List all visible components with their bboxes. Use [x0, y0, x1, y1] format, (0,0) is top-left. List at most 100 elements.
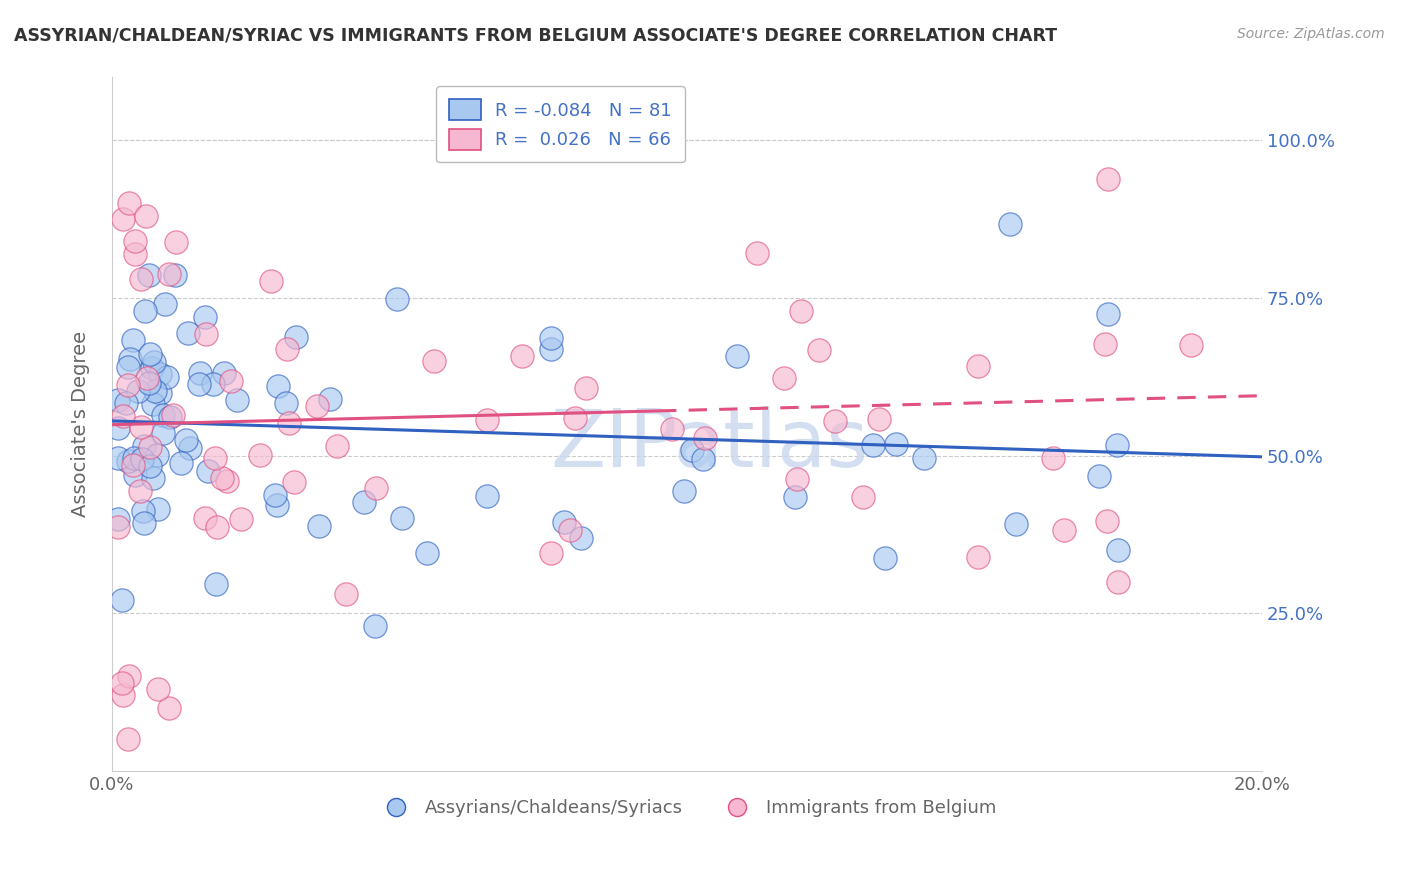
Point: [326, 439, 349, 453]
Point: [967, 359, 990, 373]
Point: [131, 452, 153, 467]
Point: [139, 458, 162, 473]
Point: [335, 587, 357, 601]
Point: [364, 481, 387, 495]
Point: [249, 448, 271, 462]
Point: [692, 451, 714, 466]
Point: [157, 267, 180, 281]
Point: [143, 355, 166, 369]
Point: [124, 235, 146, 249]
Point: [264, 488, 287, 502]
Point: [1042, 450, 1064, 465]
Point: [785, 491, 807, 505]
Point: [221, 374, 243, 388]
Point: [308, 519, 330, 533]
Point: [998, 217, 1021, 231]
Point: [873, 551, 896, 566]
Point: [540, 342, 562, 356]
Point: [138, 347, 160, 361]
Point: [204, 450, 226, 465]
Point: [112, 688, 135, 702]
Point: [129, 419, 152, 434]
Point: [124, 468, 146, 483]
Point: [135, 371, 157, 385]
Point: [188, 376, 211, 391]
Point: [807, 343, 830, 357]
Point: [135, 209, 157, 223]
Point: [194, 326, 217, 341]
Point: [966, 550, 988, 565]
Point: [153, 296, 176, 310]
Point: [124, 247, 146, 261]
Point: [138, 376, 160, 390]
Point: [211, 471, 233, 485]
Point: [868, 411, 890, 425]
Point: [132, 439, 155, 453]
Point: [194, 310, 217, 325]
Point: [1180, 338, 1202, 352]
Point: [564, 410, 586, 425]
Point: [107, 520, 129, 534]
Point: [277, 416, 299, 430]
Point: [1105, 438, 1128, 452]
Text: ZIPatlas: ZIPatlas: [551, 406, 869, 483]
Legend: Assyrians/Chaldeans/Syriacs, Immigrants from Belgium: Assyrians/Chaldeans/Syriacs, Immigrants …: [370, 791, 1004, 824]
Point: [569, 532, 592, 546]
Point: [1107, 543, 1129, 558]
Point: [152, 426, 174, 441]
Point: [205, 520, 228, 534]
Point: [226, 392, 249, 407]
Point: [276, 342, 298, 356]
Point: [118, 196, 141, 211]
Point: [117, 453, 139, 467]
Point: [145, 448, 167, 462]
Point: [129, 272, 152, 286]
Point: [114, 395, 136, 409]
Point: [884, 436, 907, 450]
Point: [681, 442, 703, 457]
Point: [229, 512, 252, 526]
Point: [540, 546, 562, 560]
Point: [112, 409, 135, 423]
Point: [353, 495, 375, 509]
Point: [477, 412, 499, 426]
Point: [661, 422, 683, 436]
Point: [111, 593, 134, 607]
Point: [118, 351, 141, 366]
Point: [475, 489, 498, 503]
Point: [112, 212, 135, 227]
Point: [111, 676, 134, 690]
Point: [852, 490, 875, 504]
Point: [139, 440, 162, 454]
Point: [201, 376, 224, 391]
Point: [143, 384, 166, 398]
Point: [159, 409, 181, 424]
Point: [558, 524, 581, 538]
Point: [165, 268, 187, 282]
Point: [152, 408, 174, 422]
Point: [510, 349, 533, 363]
Point: [422, 353, 444, 368]
Point: [148, 501, 170, 516]
Point: [1095, 514, 1118, 528]
Point: [107, 450, 129, 465]
Point: [149, 367, 172, 381]
Point: [122, 451, 145, 466]
Point: [391, 510, 413, 524]
Point: [205, 577, 228, 591]
Point: [141, 361, 163, 376]
Point: [129, 484, 152, 499]
Point: [575, 381, 598, 395]
Point: [725, 349, 748, 363]
Point: [142, 471, 165, 485]
Point: [122, 458, 145, 473]
Point: [266, 498, 288, 512]
Point: [194, 510, 217, 524]
Point: [283, 475, 305, 489]
Point: [127, 384, 149, 398]
Point: [319, 392, 342, 406]
Point: [553, 515, 575, 529]
Point: [285, 330, 308, 344]
Point: [912, 450, 935, 465]
Point: [1005, 516, 1028, 531]
